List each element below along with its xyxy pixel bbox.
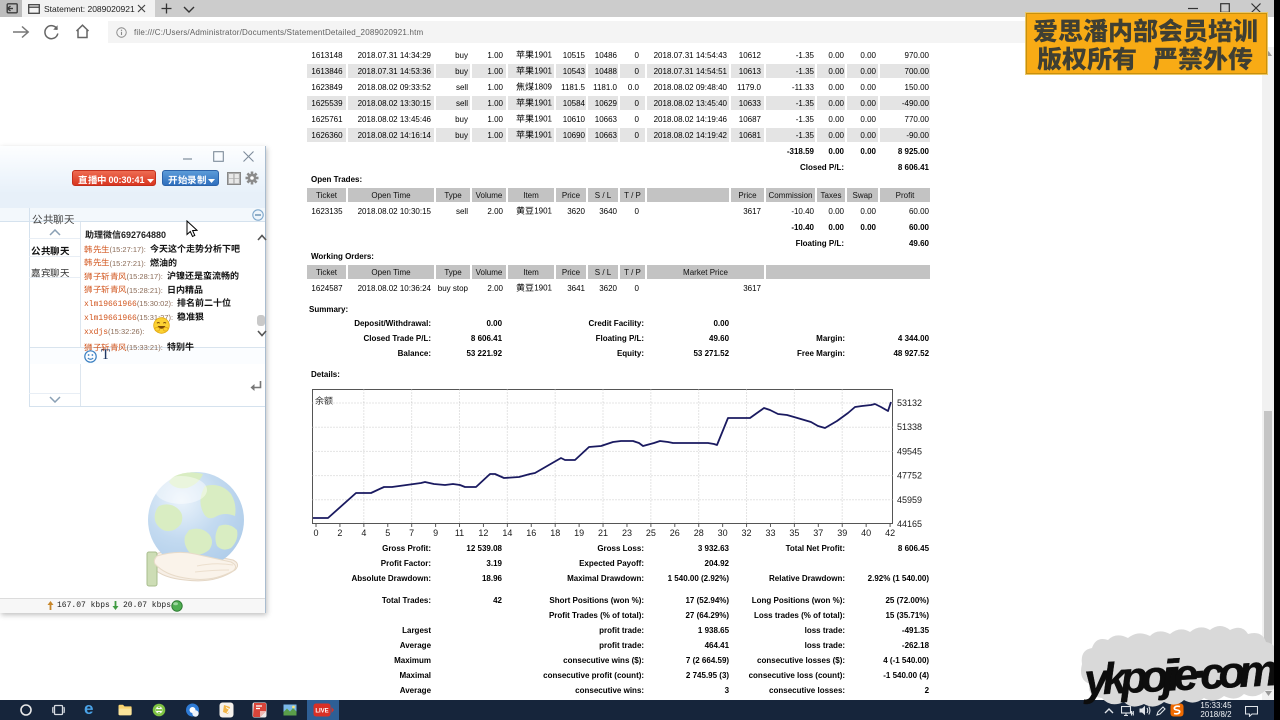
svg-text:39: 39 [837,528,847,538]
svg-text:18: 18 [550,528,560,538]
svg-text:0: 0 [313,528,318,538]
svg-text:44165: 44165 [897,519,922,529]
svg-text:19: 19 [574,528,584,538]
svg-text:25: 25 [646,528,656,538]
svg-text:45959: 45959 [897,495,922,505]
svg-text:35: 35 [789,528,799,538]
svg-text:14: 14 [502,528,512,538]
svg-text:4: 4 [361,528,366,538]
svg-text:53132: 53132 [897,398,922,408]
svg-text:37: 37 [813,528,823,538]
svg-text:40: 40 [861,528,871,538]
svg-text:32: 32 [742,528,752,538]
svg-text:2: 2 [337,528,342,538]
svg-text:5: 5 [385,528,390,538]
svg-text:49545: 49545 [897,446,922,456]
svg-text:23: 23 [622,528,632,538]
svg-text:11: 11 [455,528,464,538]
svg-text:LIVE: LIVE [315,709,328,715]
svg-text:12: 12 [478,528,488,538]
svg-text:30: 30 [718,528,728,538]
svg-text:9: 9 [433,528,438,538]
svg-text:26: 26 [670,528,680,538]
svg-text:7: 7 [409,528,414,538]
svg-text:47752: 47752 [897,471,922,481]
svg-text:42: 42 [885,528,895,538]
svg-text:ykpojie·com: ykpojie·com [1081,646,1279,705]
svg-text:33: 33 [765,528,775,538]
svg-text:51338: 51338 [897,422,922,432]
svg-text:21: 21 [598,528,608,538]
svg-text:16: 16 [526,528,536,538]
svg-text:28: 28 [694,528,704,538]
